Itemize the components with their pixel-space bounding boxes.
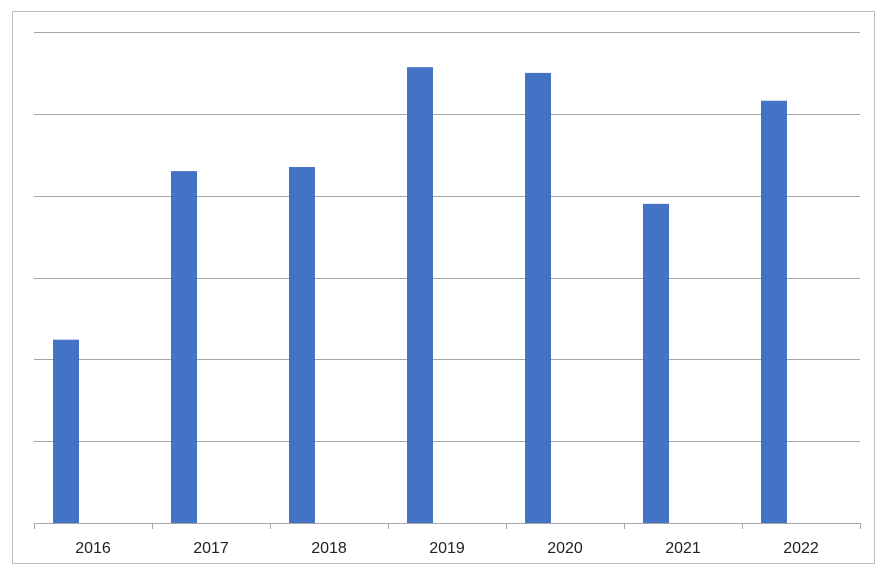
bar [289,167,315,523]
bar [525,72,551,524]
x-tick-label: 2021 [665,540,701,557]
x-tick-label: 2022 [783,540,819,557]
x-tick-label: 2019 [429,540,465,557]
x-tick-label: 2018 [311,540,347,557]
x-tick-label: 2020 [547,540,583,557]
bar [407,67,433,524]
x-tick-label: 2016 [75,540,111,557]
bar [761,100,787,524]
x-tick-label: 2017 [193,540,229,557]
bar [643,203,669,523]
bar [171,171,197,523]
chart-border [12,11,875,564]
bar [53,339,79,523]
